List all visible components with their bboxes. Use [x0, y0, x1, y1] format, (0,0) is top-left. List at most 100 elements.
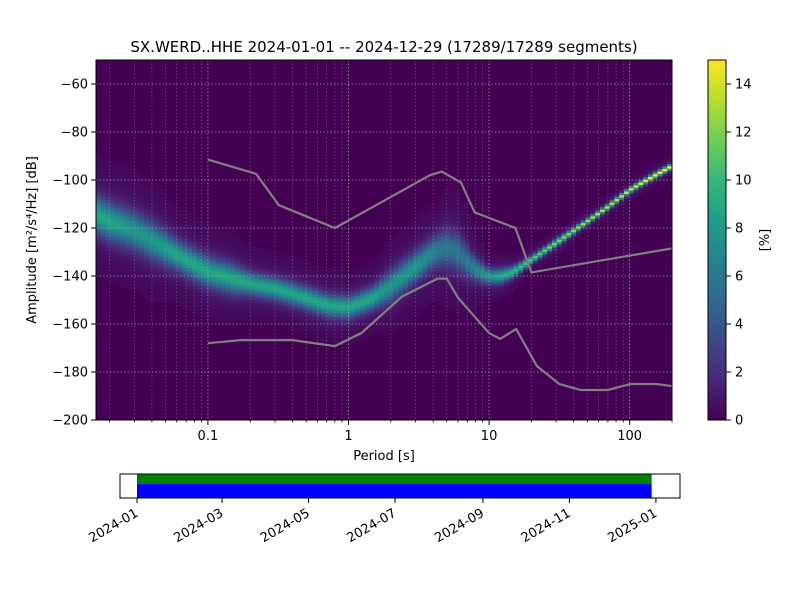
heatmap-cell: [360, 269, 366, 273]
heatmap-cell: [465, 249, 471, 253]
heatmap-cell: [398, 312, 404, 316]
y-tick-label: −140: [52, 270, 88, 285]
heatmap-cell: [201, 255, 207, 259]
heatmap-cell: [158, 272, 164, 276]
heatmap-cell: [158, 229, 164, 233]
heatmap-cell: [417, 290, 423, 294]
heatmap-cell: [268, 295, 275, 299]
heatmap-cell: [316, 269, 323, 273]
heatmap-cell: [432, 286, 438, 290]
heatmap-cell: [288, 296, 294, 300]
heatmap-cell: [336, 312, 342, 316]
heatmap-cell: [216, 237, 222, 241]
heatmap-cell: [206, 287, 212, 291]
heatmap-cell: [446, 249, 452, 253]
heatmap-cell: [177, 291, 183, 294]
heatmap-cell: [177, 281, 183, 285]
heatmap-cell: [249, 311, 255, 315]
heatmap-cell: [456, 208, 462, 212]
heatmap-cell: [182, 243, 188, 247]
heatmap-cell: [196, 272, 203, 276]
heatmap-cell: [460, 244, 467, 248]
heatmap-cell: [456, 217, 462, 221]
heatmap-cell: [100, 218, 107, 222]
heatmap-cell: [134, 211, 140, 215]
heatmap-cell: [139, 264, 145, 268]
heatmap-cell: [225, 299, 231, 303]
heatmap-cell: [177, 283, 183, 287]
heatmap-cell: [115, 280, 121, 284]
heatmap-cell: [168, 290, 174, 294]
heatmap-cell: [422, 269, 428, 273]
heatmap-cell: [120, 279, 126, 283]
heatmap-cell: [436, 219, 443, 223]
heatmap-cell: [240, 287, 246, 291]
heatmap-cell: [355, 295, 361, 299]
heatmap-cell: [528, 246, 534, 250]
heatmap-cell: [129, 170, 135, 174]
heatmap-cell: [177, 223, 183, 227]
heatmap-cell: [542, 236, 548, 240]
heatmap-cell: [552, 242, 558, 246]
heatmap-cell: [532, 243, 539, 247]
heatmap-cell: [446, 273, 452, 277]
heatmap-cell: [163, 299, 169, 303]
heatmap-cell: [96, 244, 102, 248]
heatmap-cell: [364, 265, 371, 269]
heatmap-cell: [249, 255, 255, 259]
heatmap-cell: [177, 221, 183, 225]
heatmap-cell: [201, 284, 207, 288]
heatmap-cell: [662, 165, 668, 169]
heatmap-cell: [163, 198, 169, 202]
heatmap-cell: [499, 279, 505, 283]
heatmap-cell: [288, 327, 294, 331]
heatmap-cell: [110, 223, 116, 227]
heatmap-cell: [427, 215, 433, 219]
heatmap-cell: [278, 278, 284, 282]
heatmap-cell: [144, 182, 150, 186]
heatmap-cell: [182, 305, 188, 309]
heatmap-cell: [115, 275, 121, 279]
heatmap-cell: [96, 177, 102, 181]
heatmap-cell: [297, 268, 303, 272]
heatmap-cell: [384, 299, 390, 303]
heatmap-cell: [225, 314, 231, 318]
heatmap-cell: [120, 169, 126, 173]
heatmap-cell: [259, 281, 265, 285]
heatmap-cell: [230, 308, 236, 312]
heatmap-cell: [451, 246, 457, 250]
heatmap-cell: [225, 302, 231, 306]
heatmap-cell: [384, 325, 390, 329]
heatmap-cell: [220, 243, 227, 247]
heatmap-cell: [96, 237, 102, 241]
heatmap-cell: [355, 316, 361, 320]
heatmap-cell: [417, 215, 423, 219]
heatmap-cell: [120, 222, 126, 226]
heatmap-cell: [144, 240, 150, 244]
heatmap-cell: [129, 235, 135, 239]
heatmap-cell: [456, 234, 462, 238]
heatmap-cell: [436, 198, 443, 202]
heatmap-cell: [139, 216, 145, 220]
heatmap-cell: [528, 258, 534, 262]
heatmap-cell: [148, 214, 155, 218]
heatmap-cell: [312, 330, 318, 334]
heatmap-cell: [153, 255, 159, 259]
heatmap-cell: [283, 309, 289, 313]
heatmap-cell: [518, 258, 524, 262]
heatmap-cell: [220, 269, 227, 273]
heatmap-cell: [302, 274, 308, 278]
heatmap-cell: [196, 243, 203, 247]
heatmap-cell: [153, 190, 159, 194]
heatmap-cell: [388, 300, 395, 304]
heatmap-cell: [523, 261, 529, 265]
heatmap-cell: [201, 241, 207, 245]
heatmap-cell: [465, 246, 471, 250]
heatmap-cell: [379, 285, 385, 289]
heatmap-cell: [537, 259, 543, 263]
heatmap-cell: [465, 215, 471, 219]
heatmap-cell: [139, 194, 145, 198]
heatmap-cell: [456, 284, 462, 288]
heatmap-cell: [518, 260, 524, 264]
heatmap-cell: [561, 245, 567, 249]
